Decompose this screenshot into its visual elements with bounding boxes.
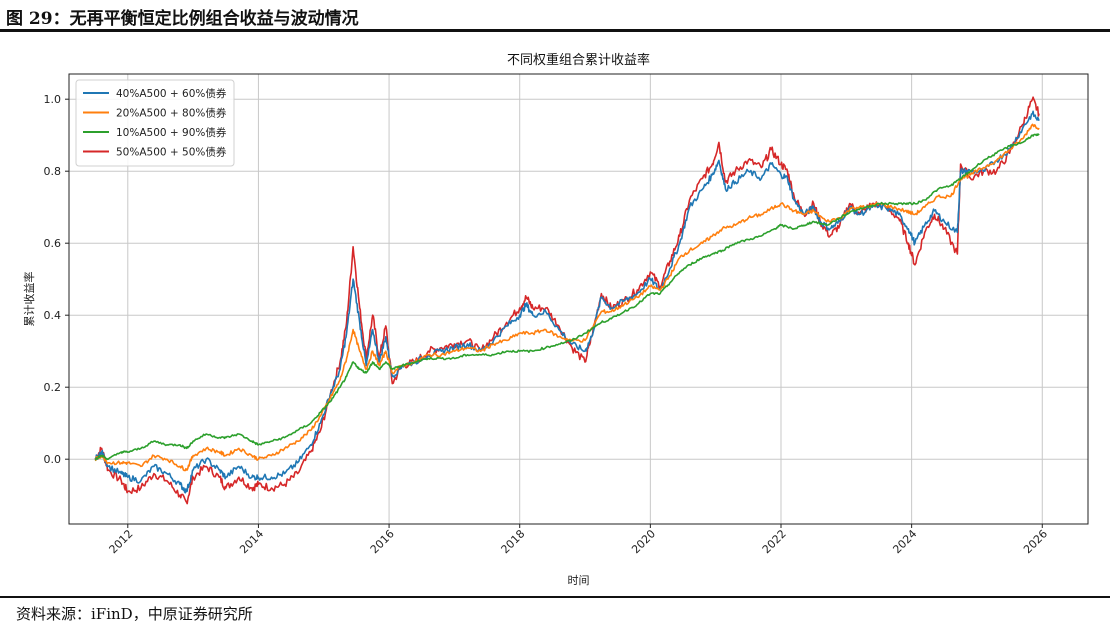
x-tick-label: 2014 — [237, 527, 266, 556]
y-tick-label: 0.4 — [44, 309, 62, 322]
y-tick-label: 0.8 — [44, 165, 62, 178]
series-line — [94, 123, 1040, 472]
series-line — [94, 110, 1040, 494]
line-chart: 2012 2014 2016 2018 2020 2022 2024 2026 0.00.20… — [22, 52, 1089, 587]
legend-entry: 40%A500 + 60%债券 — [116, 87, 227, 100]
y-tick-label: 1.0 — [44, 93, 62, 106]
y-axis-label: 累计收益率 — [22, 272, 36, 327]
legend: 40%A500 + 60%债券 20%A500 + 80%债券 10%A500 + … — [75, 79, 235, 167]
y-tick-label: 0.6 — [44, 237, 62, 250]
source-note: 资料来源：iFinD，中原证券研究所 — [16, 605, 253, 623]
series-layer — [94, 96, 1040, 505]
x-axis: 2012 2014 2016 2018 2020 2022 2024 2026 — [107, 524, 1050, 556]
y-tick-label: 0.2 — [44, 381, 62, 394]
figure-header: 图 29：无再平衡恒定比例组合收益与波动情况 — [6, 9, 359, 29]
x-tick-label: 2024 — [890, 527, 919, 556]
legend-entry: 50%A500 + 50%债券 — [116, 146, 227, 159]
top-rule — [0, 29, 1110, 32]
legend-entry: 20%A500 + 80%债券 — [116, 107, 227, 120]
series-line — [94, 96, 1040, 505]
x-tick-label: 2016 — [368, 527, 397, 556]
series-line — [94, 133, 1040, 461]
legend-entry: 10%A500 + 90%债券 — [116, 126, 227, 139]
x-tick-label: 2018 — [498, 527, 527, 556]
x-tick-label: 2012 — [107, 527, 136, 556]
bottom-rule — [0, 596, 1110, 598]
y-tick-label: 0.0 — [44, 453, 62, 466]
x-tick-label: 2020 — [629, 527, 658, 556]
chart-title: 不同权重组合累计收益率 — [507, 52, 650, 68]
legend-box — [75, 79, 235, 167]
x-axis-label: 时间 — [568, 574, 590, 587]
x-tick-label: 2026 — [1021, 527, 1050, 556]
x-tick-label: 2022 — [760, 527, 789, 556]
plot-frame — [68, 73, 1089, 525]
y-axis: 0.0 0.2 0.4 0.6 0.8 1.0 — [44, 93, 69, 466]
grid — [69, 74, 1088, 524]
